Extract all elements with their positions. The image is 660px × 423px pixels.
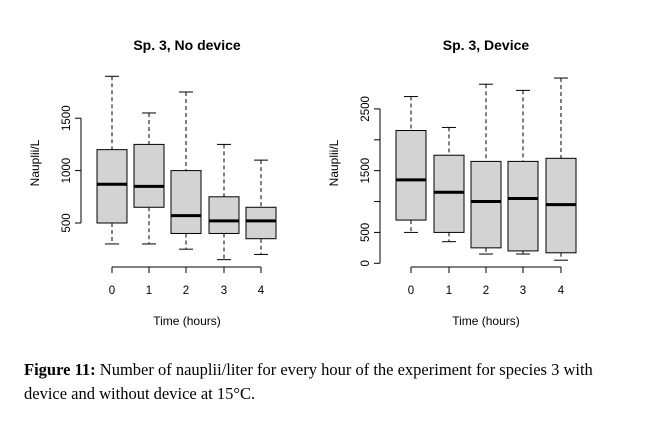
iqr-box	[433, 154, 465, 233]
y-tick-label: 1000	[61, 158, 73, 184]
plot-axes: 500 1000 1500 0 1 2 3 4	[61, 105, 265, 297]
x-tick-label: 1	[446, 285, 452, 297]
y-tick-label: 500	[360, 223, 372, 242]
plot-axes: 0 500 1500 2500 0 1 2 3 4	[360, 96, 565, 297]
y-axis-label: Nauplii/L	[327, 139, 341, 186]
x-axis-label: Time (hours)	[452, 314, 520, 328]
iqr-box	[133, 143, 165, 208]
iqr-box	[395, 130, 427, 221]
y-tick-label: 0	[360, 260, 372, 266]
caption-text: Number of nauplii/liter for every hour o…	[24, 360, 593, 403]
x-tick-label: 3	[520, 285, 526, 297]
x-tick-label: 4	[258, 285, 265, 297]
iqr-box	[245, 206, 277, 240]
box-4	[245, 159, 277, 255]
boxes	[395, 77, 577, 261]
x-tick-label: 2	[183, 285, 189, 297]
box-2	[470, 83, 502, 255]
figure-caption: Figure 11: Number of nauplii/liter for e…	[24, 358, 639, 406]
boxes	[96, 75, 277, 261]
x-tick-label: 0	[109, 285, 115, 297]
y-tick-label: 1500	[360, 158, 372, 184]
iqr-box	[208, 196, 240, 234]
x-tick-label: 2	[483, 285, 489, 297]
boxplot-panel-device: Sp. 3, Device 0 500 1500 2500 0 1 2 3 4 Time (ho…	[327, 37, 577, 328]
y-tick-label: 1500	[61, 105, 73, 131]
iqr-box	[96, 149, 128, 224]
box-3	[208, 143, 240, 261]
caption-label: Figure 11:	[24, 360, 96, 379]
box-1	[133, 112, 165, 245]
iqr-box	[170, 170, 202, 234]
boxplot-panel-no-device: Sp. 3, No device 500 1000 1500 0 1 2 3 4 Time (…	[28, 37, 277, 328]
iqr-box	[507, 160, 539, 252]
box-0	[395, 96, 427, 233]
box-4	[545, 77, 577, 261]
box-2	[170, 91, 202, 250]
y-tick-label: 500	[61, 213, 73, 232]
panel-title: Sp. 3, Device	[443, 37, 530, 53]
x-tick-label: 3	[221, 285, 227, 297]
box-1	[433, 126, 465, 243]
x-tick-label: 4	[558, 285, 565, 297]
box-3	[507, 89, 539, 255]
y-tick-label: 2500	[360, 96, 372, 122]
box-0	[96, 75, 128, 245]
x-axis-label: Time (hours)	[153, 314, 221, 328]
x-tick-label: 1	[146, 285, 152, 297]
iqr-box	[470, 160, 502, 249]
x-tick-label: 0	[408, 285, 414, 297]
y-axis-label: Nauplii/L	[28, 139, 42, 186]
panel-title: Sp. 3, No device	[133, 37, 241, 53]
